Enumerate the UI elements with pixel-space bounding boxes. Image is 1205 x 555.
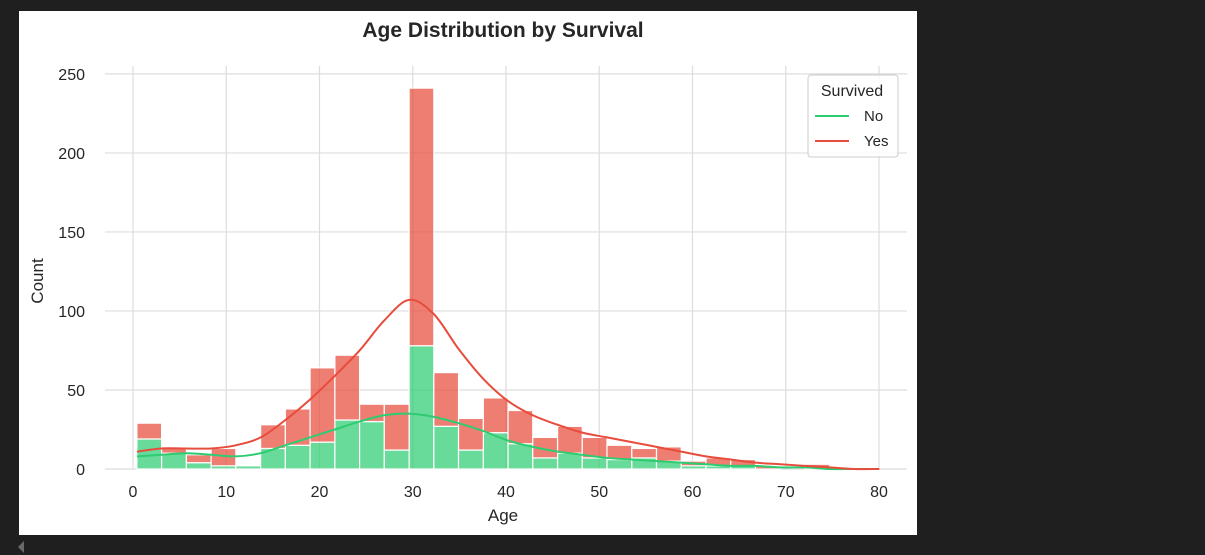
bar-no [507, 443, 534, 470]
bar-no [606, 458, 633, 470]
bar-yes [457, 417, 484, 451]
bar-no [433, 425, 460, 470]
bar-yes [185, 454, 212, 464]
y-axis-label: Count [28, 258, 47, 304]
x-tick-label: 0 [129, 484, 138, 501]
y-tick-label: 150 [58, 225, 85, 242]
bar-yes [284, 408, 311, 446]
x-tick-label: 30 [404, 484, 422, 501]
bar-no [235, 465, 262, 470]
bar-yes [334, 354, 361, 421]
x-tick-label: 10 [217, 484, 235, 501]
x-tick-label: 80 [870, 484, 888, 501]
bar-no [309, 441, 336, 470]
y-tick-label: 100 [58, 304, 85, 321]
watermark-logo: خمسات [547, 504, 647, 535]
bar-yes [482, 397, 509, 434]
bar-yes [556, 425, 583, 454]
age-histogram-chart: 0 10 20 30 40 50 60 70 80 0 50 100 150 200 250 Age Dis… [28, 19, 907, 535]
kde-line-no [136, 412, 880, 471]
bar-no [383, 449, 410, 470]
bar-yes [136, 422, 163, 440]
y-tick-label: 50 [67, 383, 85, 400]
bar-no [482, 432, 509, 470]
legend-label-no: No [864, 108, 883, 125]
y-tick-label: 250 [58, 67, 85, 84]
legend-title: Survived [821, 83, 883, 100]
bar-yes [507, 409, 534, 445]
x-tick-label: 20 [311, 484, 329, 501]
tick-labels: 0 10 20 30 40 50 60 70 80 0 50 100 150 200 250 [58, 67, 888, 501]
bars-yes [136, 87, 831, 470]
legend: Survived No Yes [807, 74, 899, 158]
chart-title: Age Distribution by Survival [362, 19, 643, 42]
bar-yes [631, 447, 658, 459]
bar-no [284, 444, 311, 470]
kde-line-yes [136, 298, 880, 471]
bar-no [408, 345, 435, 470]
bar-no [358, 420, 385, 470]
legend-box [807, 74, 899, 158]
bar-no [581, 457, 608, 470]
bar-no [185, 462, 212, 470]
x-axis-label: Age [488, 506, 518, 525]
x-tick-label: 70 [777, 484, 795, 501]
x-tick-label: 60 [684, 484, 702, 501]
bar-no [136, 438, 163, 470]
x-tick-label: 50 [590, 484, 608, 501]
y-tick-label: 0 [76, 462, 85, 479]
bar-yes [408, 87, 435, 347]
kde-curves [136, 298, 880, 471]
chart-figure: 0 10 20 30 40 50 60 70 80 0 50 100 150 200 250 Age Dis… [19, 11, 917, 535]
bar-no [532, 457, 559, 470]
bar-yes [383, 403, 410, 451]
bar-no [161, 452, 188, 470]
scroll-arrow-icon [18, 541, 24, 553]
x-tick-label: 40 [497, 484, 515, 501]
y-tick-label: 200 [58, 146, 85, 163]
legend-label-yes: Yes [864, 133, 888, 150]
bar-no [556, 452, 583, 470]
bar-no [457, 449, 484, 470]
